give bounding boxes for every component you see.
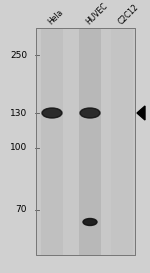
Text: C2C12: C2C12 [117, 2, 141, 26]
Ellipse shape [80, 108, 100, 118]
Ellipse shape [42, 108, 62, 118]
Bar [111, 28, 133, 255]
Text: 100: 100 [10, 144, 27, 153]
Polygon shape [137, 106, 145, 120]
Text: 130: 130 [10, 108, 27, 117]
Ellipse shape [83, 218, 97, 225]
Bar [41, 28, 63, 255]
Text: 70: 70 [15, 206, 27, 215]
Text: Hela: Hela [47, 7, 65, 26]
Bar [36, 28, 135, 255]
Bar [36, 28, 135, 255]
Text: HUVEC: HUVEC [85, 1, 110, 26]
Bar [79, 28, 101, 255]
Text: 250: 250 [10, 51, 27, 60]
